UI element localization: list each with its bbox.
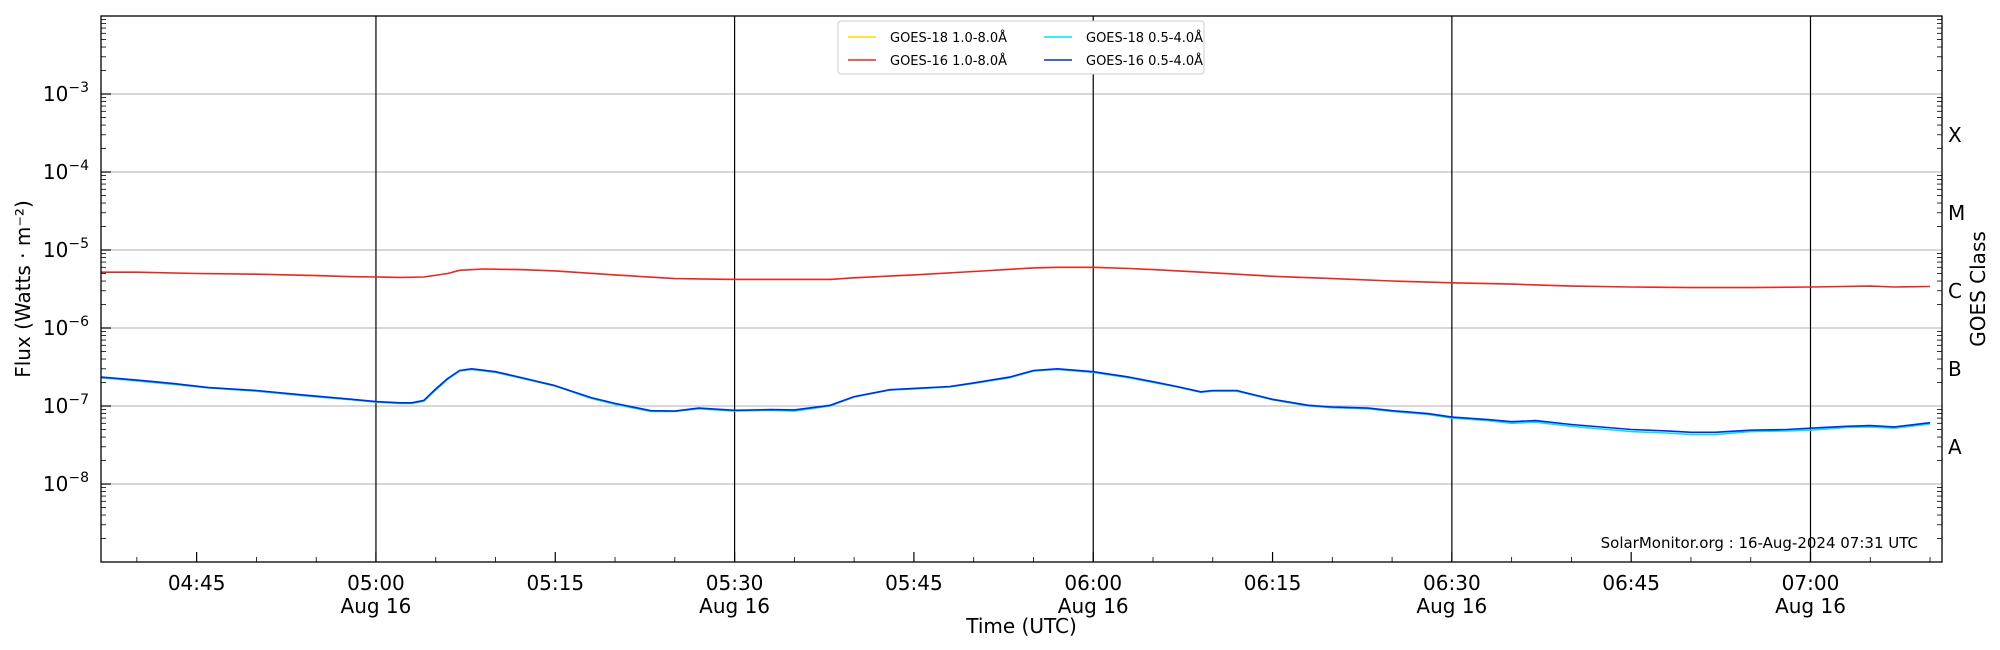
x-axis-label: Time (UTC): [965, 614, 1077, 638]
y-axis-ticks: 10−3 10−4 10−5 10−6 10−7 10−8: [43, 19, 1942, 539]
x-tick-sublabel: Aug 16: [1058, 594, 1129, 618]
grid-lines: [101, 93, 1942, 485]
x-tick-sublabel: Aug 16: [1775, 594, 1846, 618]
goes-class-labels: X M C B A: [1948, 123, 1965, 459]
goes-class-axis-label: GOES Class: [1966, 231, 1990, 347]
series-group: [100, 266, 1931, 436]
x-tick-label: 05:30: [706, 571, 764, 595]
credit-text: SolarMonitor.org : 16-Aug-2024 07:31 UTC: [1601, 534, 1918, 552]
legend-label-3: GOES-16 0.5-4.0Å: [1086, 53, 1203, 69]
y-tick-label: 10−6: [43, 314, 89, 340]
goes-class-c: C: [1948, 279, 1962, 303]
x-tick-label: 06:30: [1423, 571, 1481, 595]
legend: GOES-18 1.0-8.0Å GOES-16 1.0-8.0Å GOES-18 …: [837, 20, 1205, 75]
series-line-1: [101, 266, 1931, 289]
x-tick-sublabel: Aug 16: [1416, 594, 1487, 618]
x-tick-sublabel: Aug 16: [341, 594, 412, 618]
y-tick-label: 10−5: [43, 236, 89, 262]
x-tick-label: 05:00: [347, 571, 405, 595]
x-tick-label: 05:45: [885, 571, 943, 595]
x-tick-label: 04:45: [168, 571, 226, 595]
x-tick-label: 06:00: [1064, 571, 1122, 595]
y-axis-label: Flux (Watts · m⁻²): [11, 200, 35, 378]
y-tick-label: 10−3: [43, 80, 89, 106]
legend-label-1: GOES-16 1.0-8.0Å: [890, 53, 1007, 69]
y-tick-label: 10−4: [43, 158, 89, 184]
goes-class-m: M: [1948, 201, 1965, 225]
plot-frame: [100, 15, 1943, 563]
x-tick-label: 07:00: [1782, 571, 1840, 595]
goes-class-b: B: [1948, 357, 1962, 381]
legend-label-2: GOES-18 0.5-4.0Å: [1086, 30, 1203, 46]
x-tick-label: 05:15: [526, 571, 584, 595]
goes-class-a: A: [1948, 435, 1962, 459]
x-tick-label: 06:15: [1244, 571, 1302, 595]
y-tick-label: 10−7: [43, 392, 89, 418]
legend-label-0: GOES-18 1.0-8.0Å: [890, 30, 1007, 46]
legend-box: [837, 20, 1205, 75]
x-tick-label: 06:45: [1602, 571, 1660, 595]
y-tick-label: 10−8: [43, 470, 89, 496]
goes-class-x: X: [1948, 123, 1962, 147]
x-tick-sublabel: Aug 16: [699, 594, 770, 618]
series-line-3: [100, 368, 1931, 434]
date-boundary-lines: [375, 16, 1812, 562]
